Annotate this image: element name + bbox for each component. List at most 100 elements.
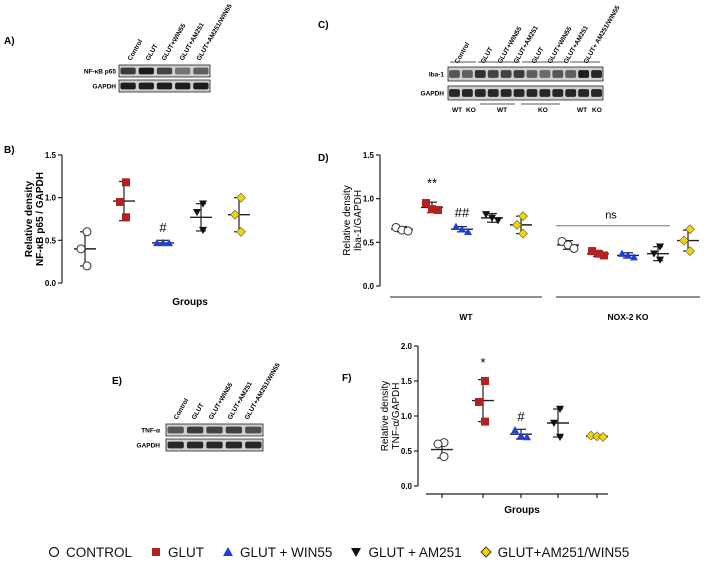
row-label: GAPDH xyxy=(421,91,445,98)
panel-label-e: E) xyxy=(112,376,122,387)
data-point xyxy=(76,244,86,254)
group-9-am251_win55 xyxy=(677,224,699,256)
group-8-am251 xyxy=(647,243,669,264)
group-1-glut xyxy=(472,377,494,426)
group-2-win55 xyxy=(451,222,473,236)
lane-label: Control xyxy=(173,397,191,421)
blot-band xyxy=(539,70,551,78)
blot-band xyxy=(461,70,473,78)
lane-label: GLUT xyxy=(191,402,206,421)
blot-band xyxy=(449,70,460,78)
legend-item-am251: GLUT + AM251 xyxy=(350,545,462,560)
data-point xyxy=(518,211,528,222)
data-point xyxy=(512,219,522,230)
am251-symbol xyxy=(351,548,362,557)
blot-band xyxy=(245,441,262,449)
blot-band xyxy=(449,89,460,97)
ns-label: ns xyxy=(605,210,617,222)
chart-b: 0.0 0.5 1.0 1.5 Relative density NF-κB p65 / … xyxy=(24,151,250,308)
data-point xyxy=(193,208,201,217)
blot-band xyxy=(526,70,538,78)
group-3-am251 xyxy=(190,200,212,235)
legend-item-am251-win55: GLUT+AM251/WIN55 xyxy=(480,544,630,560)
blot-band xyxy=(552,70,564,78)
blot-band xyxy=(539,89,551,97)
data-point xyxy=(165,238,173,247)
blot-band xyxy=(167,441,184,449)
y-tick-label: 0.5 xyxy=(363,238,375,247)
data-point xyxy=(464,227,472,236)
blot-band xyxy=(120,67,136,75)
blot-band xyxy=(193,82,209,90)
group-3-am251 xyxy=(481,211,503,225)
blot-band xyxy=(500,70,512,78)
y-tick-label: 0.5 xyxy=(401,447,413,456)
group-7-win55 xyxy=(617,249,639,261)
legend: CONTROL GLUT GLUT + WIN55 GLUT + AM251 G… xyxy=(48,542,698,562)
significance-annotation: # xyxy=(159,220,167,235)
data-point xyxy=(656,256,664,264)
group-label-ko: NOX-2 KO xyxy=(607,312,648,322)
y-axis-label-2: NF-κB p65 / GAPDH xyxy=(35,172,46,266)
x-axis-label: Groups xyxy=(504,505,540,516)
x-axis-label: Groups xyxy=(172,297,208,308)
data-point xyxy=(624,251,632,259)
legend-label-glut: GLUT xyxy=(168,544,205,560)
y-axis-label: Relative density xyxy=(380,381,391,452)
panel-label-b: B) xyxy=(4,145,15,156)
blot-band xyxy=(186,426,204,434)
row-label: TNF-α xyxy=(141,428,160,435)
significance-annotation: ## xyxy=(455,205,470,220)
lane-label: Control xyxy=(127,38,145,62)
blot-band xyxy=(461,89,473,97)
data-point xyxy=(153,238,161,247)
blot-band xyxy=(156,67,173,75)
significance-annotation: # xyxy=(517,409,525,424)
group-3-am251 xyxy=(547,405,569,441)
data-point xyxy=(592,431,602,442)
panel-label-d: D) xyxy=(318,153,329,164)
lane-label: Control xyxy=(454,41,472,65)
am251-win55-symbol xyxy=(480,546,492,558)
y-tick-label: 1.0 xyxy=(45,194,57,203)
data-point xyxy=(588,247,596,256)
blot-band xyxy=(591,70,602,78)
data-point xyxy=(433,439,443,449)
blot-a: Control GLUT GLUT+WIN55GLUT+AM251GLUT+AM25… xyxy=(84,3,234,93)
blot-band xyxy=(138,82,154,90)
y-tick-label: 0.5 xyxy=(45,236,57,245)
blot-band xyxy=(500,89,512,97)
legend-item-glut: GLUT xyxy=(150,545,204,560)
data-point xyxy=(199,200,207,208)
data-point xyxy=(199,226,207,235)
group-4-am251_win55 xyxy=(510,211,532,239)
blot-e: Control GLUT GLUT+WIN55GLUT+AM251GLUT+AM25… xyxy=(137,362,282,452)
genotype-label: WT xyxy=(577,107,587,114)
legend-label-am251-win55: GLUT+AM251/WIN55 xyxy=(497,544,630,560)
y-tick-label: 1.5 xyxy=(363,151,375,160)
y-axis-label: Relative density xyxy=(342,185,353,256)
data-point xyxy=(517,431,525,439)
group-0-control xyxy=(74,227,96,271)
data-point xyxy=(439,452,449,462)
data-point xyxy=(556,405,564,413)
win55-symbol xyxy=(223,547,234,556)
blot-band xyxy=(138,67,154,75)
group-6-glut xyxy=(587,247,609,260)
y-axis-label-2: Iba-1/GAPDH xyxy=(353,190,364,251)
data-point xyxy=(685,246,695,256)
data-point xyxy=(475,398,483,406)
data-point xyxy=(428,205,436,214)
data-point xyxy=(488,214,496,222)
genotype-label: WT xyxy=(452,107,462,114)
group-2-win55 xyxy=(510,426,532,441)
significance-annotation: ** xyxy=(427,175,437,190)
data-point xyxy=(598,432,608,442)
panel-label-c: C) xyxy=(318,20,329,31)
group-0-control xyxy=(391,222,413,236)
legend-item-win55: GLUT + WIN55 xyxy=(222,545,332,560)
data-point xyxy=(594,249,602,258)
panel-label-f: F) xyxy=(342,373,351,384)
